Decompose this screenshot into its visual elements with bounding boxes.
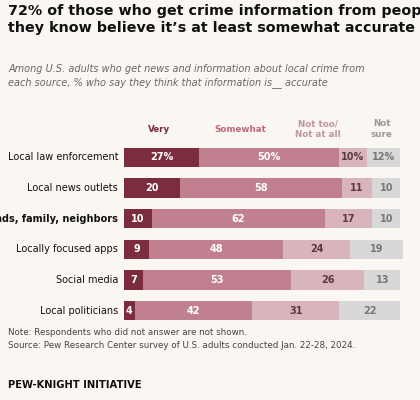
Text: Friends, family, neighbors: Friends, family, neighbors [0,214,118,224]
Text: PEW-KNIGHT INITIATIVE: PEW-KNIGHT INITIATIVE [8,380,142,390]
Text: Among U.S. adults who get news and information about local crime from
each sourc: Among U.S. adults who get news and infor… [8,64,365,88]
Bar [325,209,373,228]
Text: 7: 7 [130,275,137,285]
Text: 20: 20 [145,183,159,193]
Text: 50%: 50% [257,152,281,162]
Text: 53: 53 [211,275,224,285]
Text: 48: 48 [209,244,223,254]
Text: Not
sure: Not sure [371,120,393,139]
Bar [339,301,400,320]
Bar [373,178,400,198]
Text: Social media: Social media [56,275,118,285]
Bar [367,148,400,167]
Bar [339,148,367,167]
Bar [373,209,400,228]
Bar [124,178,180,198]
Text: Locally focused apps: Locally focused apps [16,244,118,254]
Text: 12%: 12% [372,152,395,162]
Text: Local law enforcement: Local law enforcement [8,152,118,162]
Text: 31: 31 [289,306,302,316]
Text: 10: 10 [380,183,393,193]
Bar [135,301,252,320]
Bar [149,240,283,259]
Text: 24: 24 [310,244,323,254]
Text: 72% of those who get crime information from people
they know believe it’s at lea: 72% of those who get crime information f… [8,4,420,35]
Text: 42: 42 [187,306,200,316]
Bar [124,270,144,290]
Bar [144,270,291,290]
Text: Local news outlets: Local news outlets [27,183,118,193]
Text: Not too/
Not at all: Not too/ Not at all [295,120,341,139]
Text: Note: Respondents who did not answer are not shown.
Source: Pew Research Center : Note: Respondents who did not answer are… [8,328,356,350]
Text: Somewhat: Somewhat [214,125,266,134]
Text: 10%: 10% [341,152,365,162]
Bar [350,240,403,259]
Bar [252,301,339,320]
Bar [342,178,373,198]
Bar [152,209,325,228]
Text: Very: Very [147,125,170,134]
Text: 10: 10 [131,214,144,224]
Text: 11: 11 [350,183,364,193]
Text: 27%: 27% [150,152,173,162]
Bar [124,301,135,320]
Text: 13: 13 [375,275,389,285]
Text: 10: 10 [380,214,393,224]
Text: 22: 22 [363,306,376,316]
Bar [124,209,152,228]
Text: Local politicians: Local politicians [40,306,118,316]
Text: 17: 17 [342,214,355,224]
Bar [283,240,350,259]
Bar [291,270,364,290]
Text: 4: 4 [126,306,133,316]
Text: 58: 58 [254,183,268,193]
Text: 19: 19 [370,244,383,254]
Bar [364,270,400,290]
Bar [200,148,339,167]
Bar [124,148,200,167]
Text: 62: 62 [232,214,245,224]
Text: 9: 9 [133,244,140,254]
Bar [124,240,149,259]
Bar [180,178,342,198]
Text: 26: 26 [321,275,335,285]
